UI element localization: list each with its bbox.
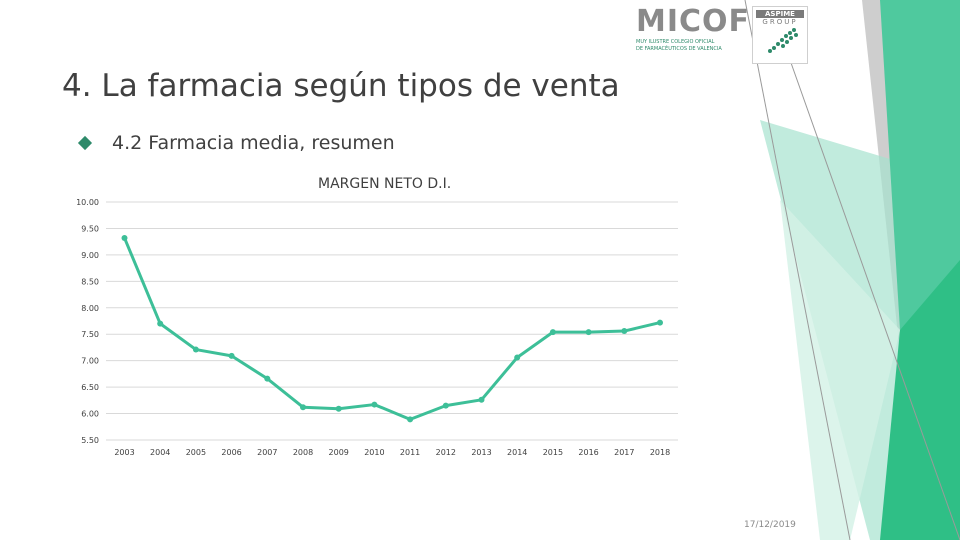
x-tick-label: 2006 — [221, 448, 241, 457]
deco-light-green — [760, 120, 960, 540]
x-tick-label: 2010 — [364, 448, 384, 457]
y-tick-label: 9.50 — [81, 224, 99, 233]
y-tick-label: 5.50 — [81, 436, 99, 445]
x-tick-label: 2015 — [543, 448, 563, 457]
data-point — [157, 320, 164, 327]
data-point — [300, 404, 306, 411]
deco-pale-green — [780, 200, 900, 540]
chart-grid — [106, 201, 678, 441]
chart-title: MARGEN NETO D.I. — [318, 176, 452, 192]
y-tick-label: 6.50 — [81, 383, 99, 392]
series-line — [123, 237, 661, 421]
y-tick-label: 10.00 — [76, 198, 99, 207]
data-point — [657, 319, 663, 326]
y-tick-label: 7.00 — [81, 357, 99, 366]
diamond-bullet-icon — [77, 135, 93, 151]
x-tick-label: 2018 — [650, 448, 670, 457]
data-point — [371, 401, 378, 408]
data-point — [335, 405, 342, 412]
y-tick-label: 8.50 — [81, 277, 99, 286]
x-tick-label: 2016 — [578, 448, 598, 457]
x-tick-label: 2011 — [400, 448, 420, 457]
micof-logo: MICOF MUY ILUSTRE COLEGIO OFICIAL DE FAR… — [636, 4, 751, 58]
data-point — [407, 416, 414, 423]
x-tick-label: 2008 — [293, 448, 313, 457]
data-point — [514, 354, 521, 361]
slide-title: 4. La farmacia según tipos de venta — [62, 68, 620, 104]
aspime-wordmark: ASPIME — [756, 10, 804, 18]
y-tick-label: 6.00 — [81, 410, 99, 419]
x-tick-label: 2007 — [257, 448, 277, 457]
chart-series — [121, 234, 663, 423]
data-point — [264, 375, 271, 382]
x-tick-label: 2005 — [186, 448, 206, 457]
x-tick-label: 2012 — [436, 448, 456, 457]
micof-wordmark: MICOF — [636, 4, 751, 39]
x-tick-label: 2009 — [329, 448, 349, 457]
data-point — [585, 329, 592, 336]
data-point — [192, 346, 199, 353]
micof-subtitle-2: DE FARMACÉUTICOS DE VALENCIA — [636, 46, 722, 52]
leaf-icon — [768, 28, 798, 53]
data-point — [621, 328, 628, 335]
micof-subtitle-1: MUY ILUSTRE COLEGIO OFICIAL — [636, 39, 715, 45]
bullet-text: 4.2 Farmacia media, resumen — [112, 132, 395, 154]
aspime-logo: ASPIME GROUP — [752, 6, 808, 64]
line-chart: 10.00 9.50 9.00 8.50 8.00 7.50 7.00 6.50 6.00 5.5… — [76, 198, 678, 457]
deco-dark-green — [880, 260, 960, 540]
data-point — [228, 352, 235, 359]
data-point — [121, 234, 128, 241]
deco-line-1 — [744, 0, 851, 540]
data-point — [478, 396, 485, 403]
x-tick-label: 2017 — [614, 448, 634, 457]
x-axis: 2003 2004 2005 2006 2007 2008 2009 2010 2011 2012… — [114, 448, 670, 457]
deco-line-2 — [789, 59, 960, 540]
bullet-item: 4.2 Farmacia media, resumen — [77, 132, 395, 154]
x-tick-label: 2014 — [507, 448, 527, 457]
y-tick-label: 9.00 — [81, 251, 99, 260]
x-tick-label: 2013 — [471, 448, 491, 457]
slide-date: 17/12/2019 — [744, 520, 796, 530]
aspime-group-text: GROUP — [762, 18, 798, 26]
y-tick-label: 8.00 — [81, 304, 99, 313]
y-tick-label: 7.50 — [81, 330, 99, 339]
data-point — [549, 329, 556, 336]
deco-gray-triangle — [862, 0, 960, 540]
x-tick-label: 2004 — [150, 448, 170, 457]
deco-mid-green — [880, 0, 960, 330]
y-axis: 10.00 9.50 9.00 8.50 8.00 7.50 7.00 6.50 6.00 5.5… — [76, 198, 99, 445]
x-tick-label: 2003 — [114, 448, 134, 457]
data-point — [442, 402, 449, 409]
